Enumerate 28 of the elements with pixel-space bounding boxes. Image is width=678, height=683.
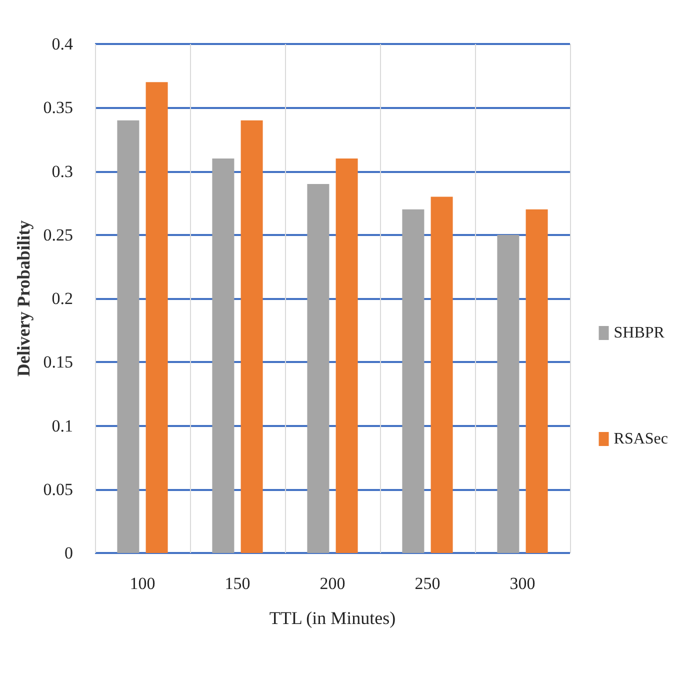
y-tick-label: 0.15 <box>43 352 73 372</box>
bar <box>240 120 263 553</box>
y-tick-label: 0.3 <box>52 162 73 181</box>
bar <box>336 158 358 553</box>
bar <box>307 184 330 553</box>
y-tick-label: 0.05 <box>43 480 73 499</box>
bar <box>212 158 234 553</box>
x-tick-label: 300 <box>510 574 536 593</box>
legend-label: SHBPR <box>614 324 665 342</box>
y-tick-label: 0.35 <box>43 98 73 118</box>
y-tick-label: 0 <box>64 544 73 562</box>
y-tick-label: 0.1 <box>52 416 73 436</box>
y-tick-label: 0.25 <box>43 225 73 244</box>
bar <box>117 120 140 553</box>
legend-label: RSASec <box>614 430 668 448</box>
bar <box>402 209 424 553</box>
x-tick-label: 250 <box>414 574 440 593</box>
y-tick-label: 0.2 <box>52 289 73 308</box>
x-tick-label: 150 <box>224 574 250 593</box>
y-tick-label: 0.4 <box>52 34 74 54</box>
x-tick-label: 200 <box>320 574 346 593</box>
bar <box>430 196 453 553</box>
x-axis-title: TTL (in Minutes) <box>269 608 396 628</box>
y-axis-title: Delivery Probability <box>13 220 34 377</box>
bar <box>526 209 548 553</box>
bar <box>146 82 168 553</box>
x-tick-label: 100 <box>130 574 156 593</box>
bar <box>497 234 520 553</box>
